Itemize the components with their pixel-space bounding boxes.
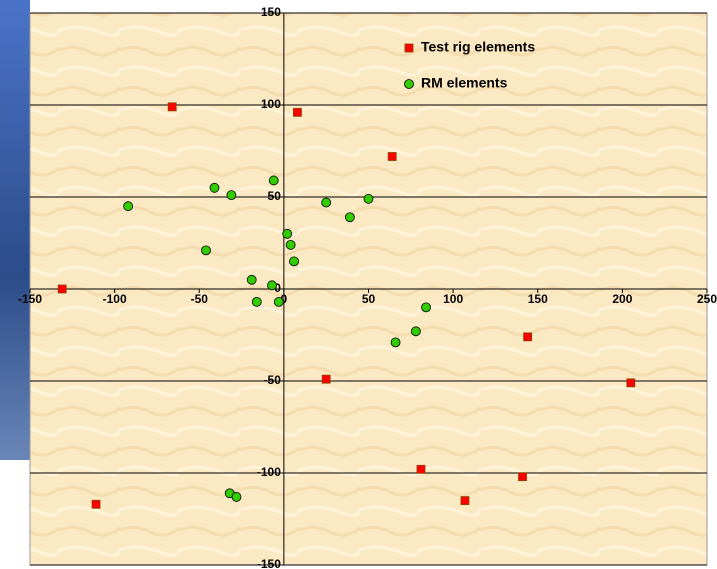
x-tick-label: -50	[191, 292, 209, 306]
point	[391, 338, 400, 347]
x-tick-label: 150	[528, 292, 548, 306]
y-tick-label: -100	[257, 465, 281, 479]
point	[322, 198, 331, 207]
point	[247, 275, 256, 284]
point	[268, 281, 277, 290]
point	[252, 297, 261, 306]
x-tick-label: -150	[18, 292, 42, 306]
x-tick-label: 50	[362, 292, 376, 306]
legend-label: Test rig elements	[421, 39, 535, 55]
y-tick-label: 100	[261, 97, 281, 111]
x-tick-label: -100	[103, 292, 127, 306]
point	[290, 257, 299, 266]
point	[519, 473, 527, 481]
point	[124, 202, 133, 211]
point	[411, 327, 420, 336]
point	[417, 465, 425, 473]
legend-marker	[405, 44, 413, 52]
point	[364, 194, 373, 203]
point	[202, 246, 211, 255]
point	[345, 213, 354, 222]
point	[269, 176, 278, 185]
point	[283, 229, 292, 238]
point	[524, 333, 532, 341]
y-tick-label: -50	[264, 373, 282, 387]
point	[168, 103, 176, 111]
point	[422, 303, 431, 312]
point	[58, 285, 66, 293]
point	[322, 375, 330, 383]
point	[274, 297, 283, 306]
point	[286, 240, 295, 249]
background-image	[0, 0, 30, 460]
chart: -150-100-50050100150-150-100-50050100150…	[0, 0, 717, 569]
point	[461, 497, 469, 505]
x-tick-label: 100	[443, 292, 463, 306]
point	[92, 500, 100, 508]
point	[210, 183, 219, 192]
y-tick-label: -150	[257, 557, 281, 569]
x-tick-label: 200	[612, 292, 632, 306]
y-tick-label: 150	[261, 5, 281, 19]
point	[293, 108, 301, 116]
point	[627, 379, 635, 387]
point	[388, 153, 396, 161]
x-tick-label: 250	[697, 292, 717, 306]
legend-marker	[405, 80, 414, 89]
point	[232, 492, 241, 501]
legend-label: RM elements	[421, 75, 508, 91]
point	[227, 191, 236, 200]
y-tick-label: 50	[268, 189, 282, 203]
